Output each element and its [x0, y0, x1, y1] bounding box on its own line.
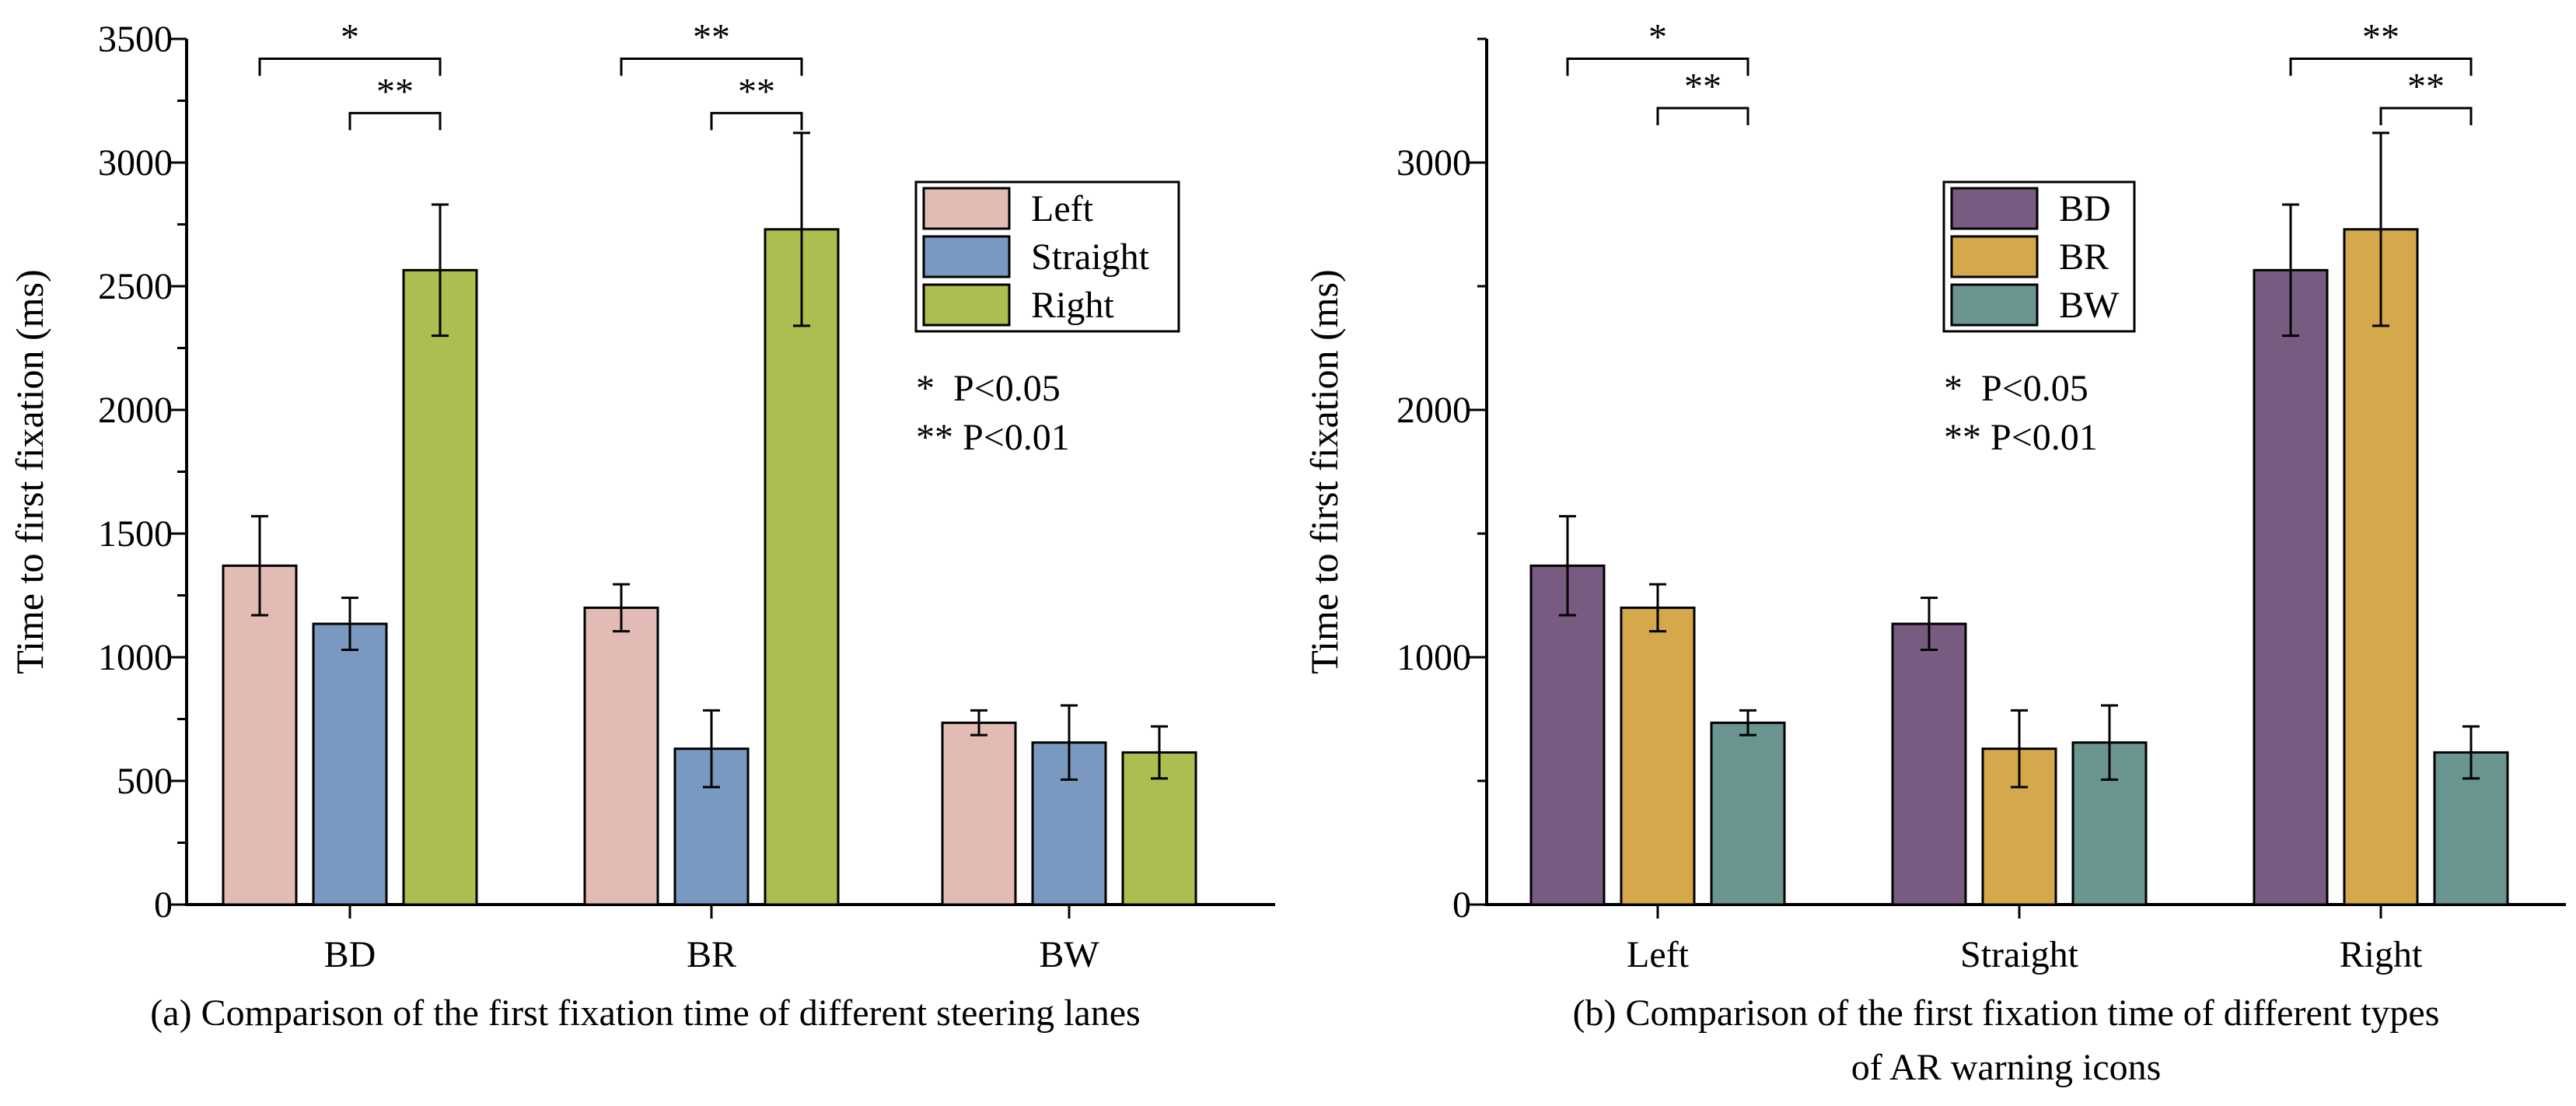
significance-marker: ** [1684, 66, 1721, 107]
significance-legend-text: * P<0.05 [916, 368, 1061, 409]
bar [764, 228, 840, 906]
x-tick-label: Right [2340, 934, 2423, 975]
significance-bracket [1566, 57, 1749, 76]
significance-marker: * [1648, 16, 1667, 58]
y-tick-label: 3000 [98, 142, 173, 184]
significance-bracket [2289, 57, 2473, 76]
y-tick-label: 0 [1452, 884, 1471, 926]
significance-bracket [1656, 107, 1749, 126]
significance-marker: ** [693, 16, 730, 58]
y-tick-label: 3500 [98, 19, 173, 60]
x-tick-label: BR [687, 934, 736, 975]
legend-swatch [1950, 283, 2039, 327]
bar [1891, 622, 1967, 906]
legend-label: BW [2059, 285, 2120, 326]
significance-bracket [710, 111, 803, 131]
bar [312, 622, 388, 906]
significance-marker: ** [2362, 16, 2399, 58]
caption-b-line-2: of AR warning icons [1851, 1047, 2162, 1088]
x-tick-label: Left [1627, 934, 1690, 975]
bar [941, 721, 1017, 906]
x-tick-label: Straight [1960, 934, 2079, 975]
y-tick-label: 2000 [1396, 390, 1471, 431]
significance-marker: * [341, 16, 359, 58]
y-tick-label: 1500 [98, 513, 173, 555]
legend-swatch [922, 235, 1011, 278]
y-tick-label: 1000 [98, 637, 173, 678]
legend-swatch [1950, 235, 2039, 278]
bar [402, 268, 478, 906]
y-axis-label: Time to first fixation (ms) [1302, 269, 1346, 674]
x-tick-label: BW [1039, 934, 1099, 975]
legend-swatch [922, 283, 1011, 327]
bar [583, 606, 659, 906]
significance-marker: ** [2407, 66, 2445, 107]
y-tick-label: 3000 [1396, 142, 1471, 184]
x-tick-label: BD [324, 934, 376, 975]
bar [1710, 721, 1786, 906]
bar [1529, 564, 1606, 906]
legend-label: Left [1031, 188, 1094, 229]
significance-bracket [348, 111, 442, 131]
bar [222, 564, 298, 906]
significance-bracket [2379, 107, 2473, 126]
significance-legend-text: * P<0.05 [1944, 368, 2088, 409]
caption-a: (a) Comparison of the first fixation tim… [150, 992, 1140, 1034]
legend-label: Straight [1031, 236, 1150, 278]
legend-swatch [922, 187, 1011, 230]
y-tick-label: 0 [154, 884, 173, 926]
significance-legend-text: ** P<0.01 [1944, 417, 2098, 458]
caption-b-line-1: (b) Comparison of the first fixation tim… [1573, 992, 2440, 1034]
bar [1620, 606, 1696, 906]
legend-swatch [1950, 187, 2039, 230]
significance-bracket [620, 57, 803, 76]
significance-bracket [258, 57, 442, 76]
y-axis-label: Time to first fixation (ms) [8, 269, 51, 674]
bar [2253, 268, 2329, 906]
legend-label: BR [2059, 236, 2109, 278]
significance-marker: ** [738, 71, 775, 112]
y-tick-label: 2000 [98, 390, 173, 431]
legend-label: BD [2059, 188, 2111, 229]
significance-legend-text: ** P<0.01 [916, 417, 1070, 458]
y-tick-label: 1000 [1396, 637, 1471, 678]
bar [2343, 228, 2419, 906]
y-tick-label: 500 [117, 761, 173, 802]
legend-label: Right [1031, 285, 1114, 326]
significance-marker: ** [376, 71, 414, 112]
chart-b: 0 1000 2000 3000 Time to first fixation (ms)… [1302, 16, 2566, 975]
chart-a: 0 500 1000 1500 2000 2500 3000 3500 Time to firs… [8, 16, 1275, 975]
y-tick-label: 2500 [98, 266, 173, 307]
